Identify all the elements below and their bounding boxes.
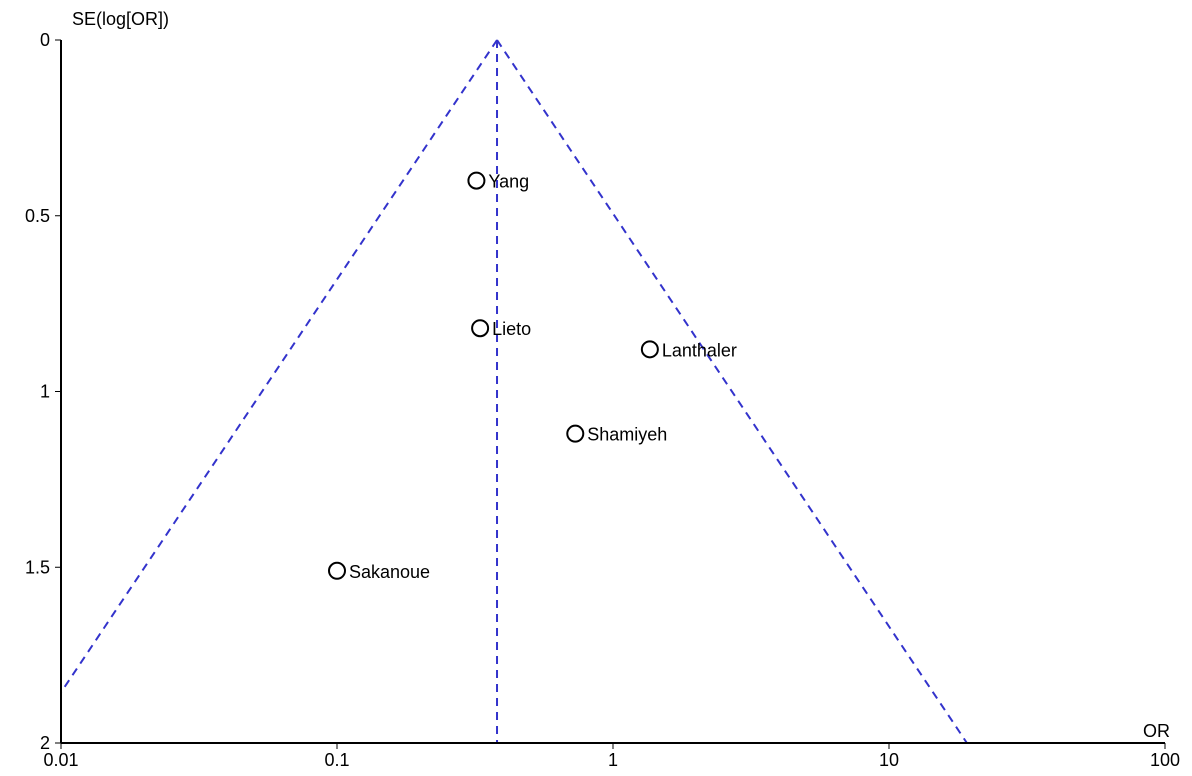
funnel-lines [60,39,968,744]
study-label: Yang [488,172,529,192]
study-marker [471,319,490,338]
axes [60,40,1165,744]
study-point: Shamiyeh [566,424,667,445]
funnel-left-limit [60,39,498,693]
x-tick-label: 10 [879,750,899,770]
y-ticks: 0 0.5 1 1.5 2 [25,30,61,753]
study-point: Lanthaler [640,340,737,360]
study-label: Lanthaler [662,340,737,360]
study-point: Sakanoue [328,561,430,582]
y-tick-label: 0.5 [25,206,50,226]
study-label: Lieto [492,319,531,339]
x-tick-label: 1 [608,750,618,770]
study-label: Sakanoue [349,562,430,582]
y-tick-label: 0 [40,30,50,50]
study-marker [467,171,486,190]
y-axis-title: SE(log[OR]) [72,9,169,29]
x-tick-label: 0.01 [43,750,78,770]
study-point: Lieto [471,319,531,339]
funnel-right-limit [496,39,968,744]
study-marker [640,340,659,359]
y-tick-label: 1 [40,382,50,402]
study-marker [328,561,346,580]
x-ticks: 0.01 0.1 1 10 100 [43,743,1180,770]
study-marker [566,424,585,443]
x-tick-label: 100 [1150,750,1180,770]
data-points: Yang Lieto Lanthaler Shamiyeh Sakanoue [328,171,737,582]
study-label: Shamiyeh [587,425,667,445]
x-tick-label: 0.1 [324,750,349,770]
x-axis-title: OR [1143,721,1170,741]
y-tick-label: 2 [40,733,50,753]
study-point: Yang [467,171,529,192]
y-tick-label: 1.5 [25,557,50,577]
